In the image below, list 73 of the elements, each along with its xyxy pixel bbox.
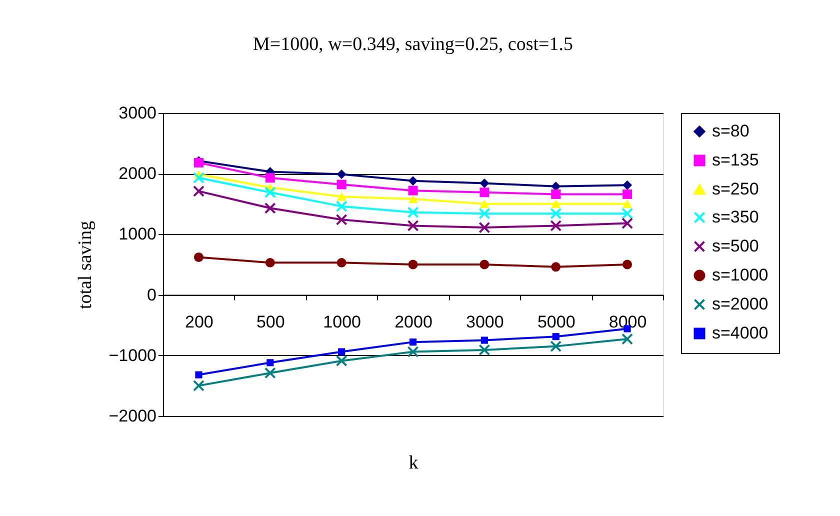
point	[622, 180, 632, 190]
legend-label: s=80	[712, 122, 750, 140]
point	[551, 189, 561, 199]
legend-label: s=2000	[712, 294, 768, 314]
point	[407, 220, 419, 232]
point	[480, 260, 490, 270]
point	[336, 169, 346, 179]
legend-label: s=1000	[712, 266, 768, 284]
x-tick-label: 200	[185, 312, 214, 332]
point	[336, 258, 346, 268]
point	[622, 218, 634, 230]
point	[194, 252, 204, 262]
point	[408, 194, 418, 204]
point	[478, 208, 490, 220]
legend-label: s=250	[712, 180, 759, 198]
x-tick-label: 8000	[608, 312, 647, 332]
point	[408, 176, 418, 186]
point	[336, 192, 346, 201]
point	[550, 220, 562, 232]
y-tick-label: 1000	[118, 224, 156, 244]
legend-label: s=4000	[712, 324, 768, 342]
point	[550, 208, 562, 220]
point	[622, 200, 632, 208]
point	[266, 359, 274, 366]
legend-label: s=500	[712, 236, 759, 256]
point	[192, 172, 204, 184]
x-tick-label: 5000	[537, 312, 576, 332]
point	[407, 206, 419, 218]
chart-title: M=1000, w=0.349, saving=0.25, cost=1.5	[253, 34, 573, 55]
x-tick-label: 3000	[466, 312, 504, 332]
point	[336, 180, 346, 190]
point	[195, 371, 202, 378]
point	[408, 186, 418, 196]
y-tick-label: −1000	[108, 346, 156, 365]
point	[622, 260, 632, 270]
point	[407, 346, 419, 358]
point	[622, 333, 634, 345]
point	[480, 200, 490, 208]
x-tick-label: 2000	[394, 312, 432, 332]
point	[478, 222, 490, 234]
point	[551, 200, 561, 208]
point	[264, 186, 276, 198]
x-tick-label: 1000	[323, 312, 361, 332]
point	[264, 367, 276, 379]
y-tick-label: 2000	[118, 164, 156, 184]
point	[552, 333, 560, 340]
y-axis-title: total saving	[74, 220, 96, 310]
y-tick-label: 0	[147, 285, 156, 304]
point	[550, 340, 562, 352]
point	[336, 355, 348, 367]
point	[336, 214, 348, 226]
point	[192, 380, 204, 392]
point	[192, 185, 204, 197]
y-tick-label: 3000	[118, 104, 156, 122]
legend-label: s=350	[712, 208, 759, 226]
point	[408, 260, 418, 270]
point	[622, 208, 634, 220]
point	[480, 336, 488, 344]
point	[336, 200, 348, 212]
x-axis-title: k	[408, 452, 419, 474]
point	[551, 262, 561, 272]
point	[265, 258, 275, 268]
point	[622, 189, 632, 199]
y-tick-label: −2000	[108, 406, 156, 426]
point	[478, 344, 490, 356]
point	[480, 178, 490, 188]
legend-label: s=135	[712, 150, 759, 170]
point	[264, 202, 276, 214]
point	[480, 188, 490, 198]
point	[265, 173, 275, 183]
point	[409, 338, 417, 346]
point	[338, 348, 346, 356]
x-tick-label: 500	[256, 312, 285, 332]
